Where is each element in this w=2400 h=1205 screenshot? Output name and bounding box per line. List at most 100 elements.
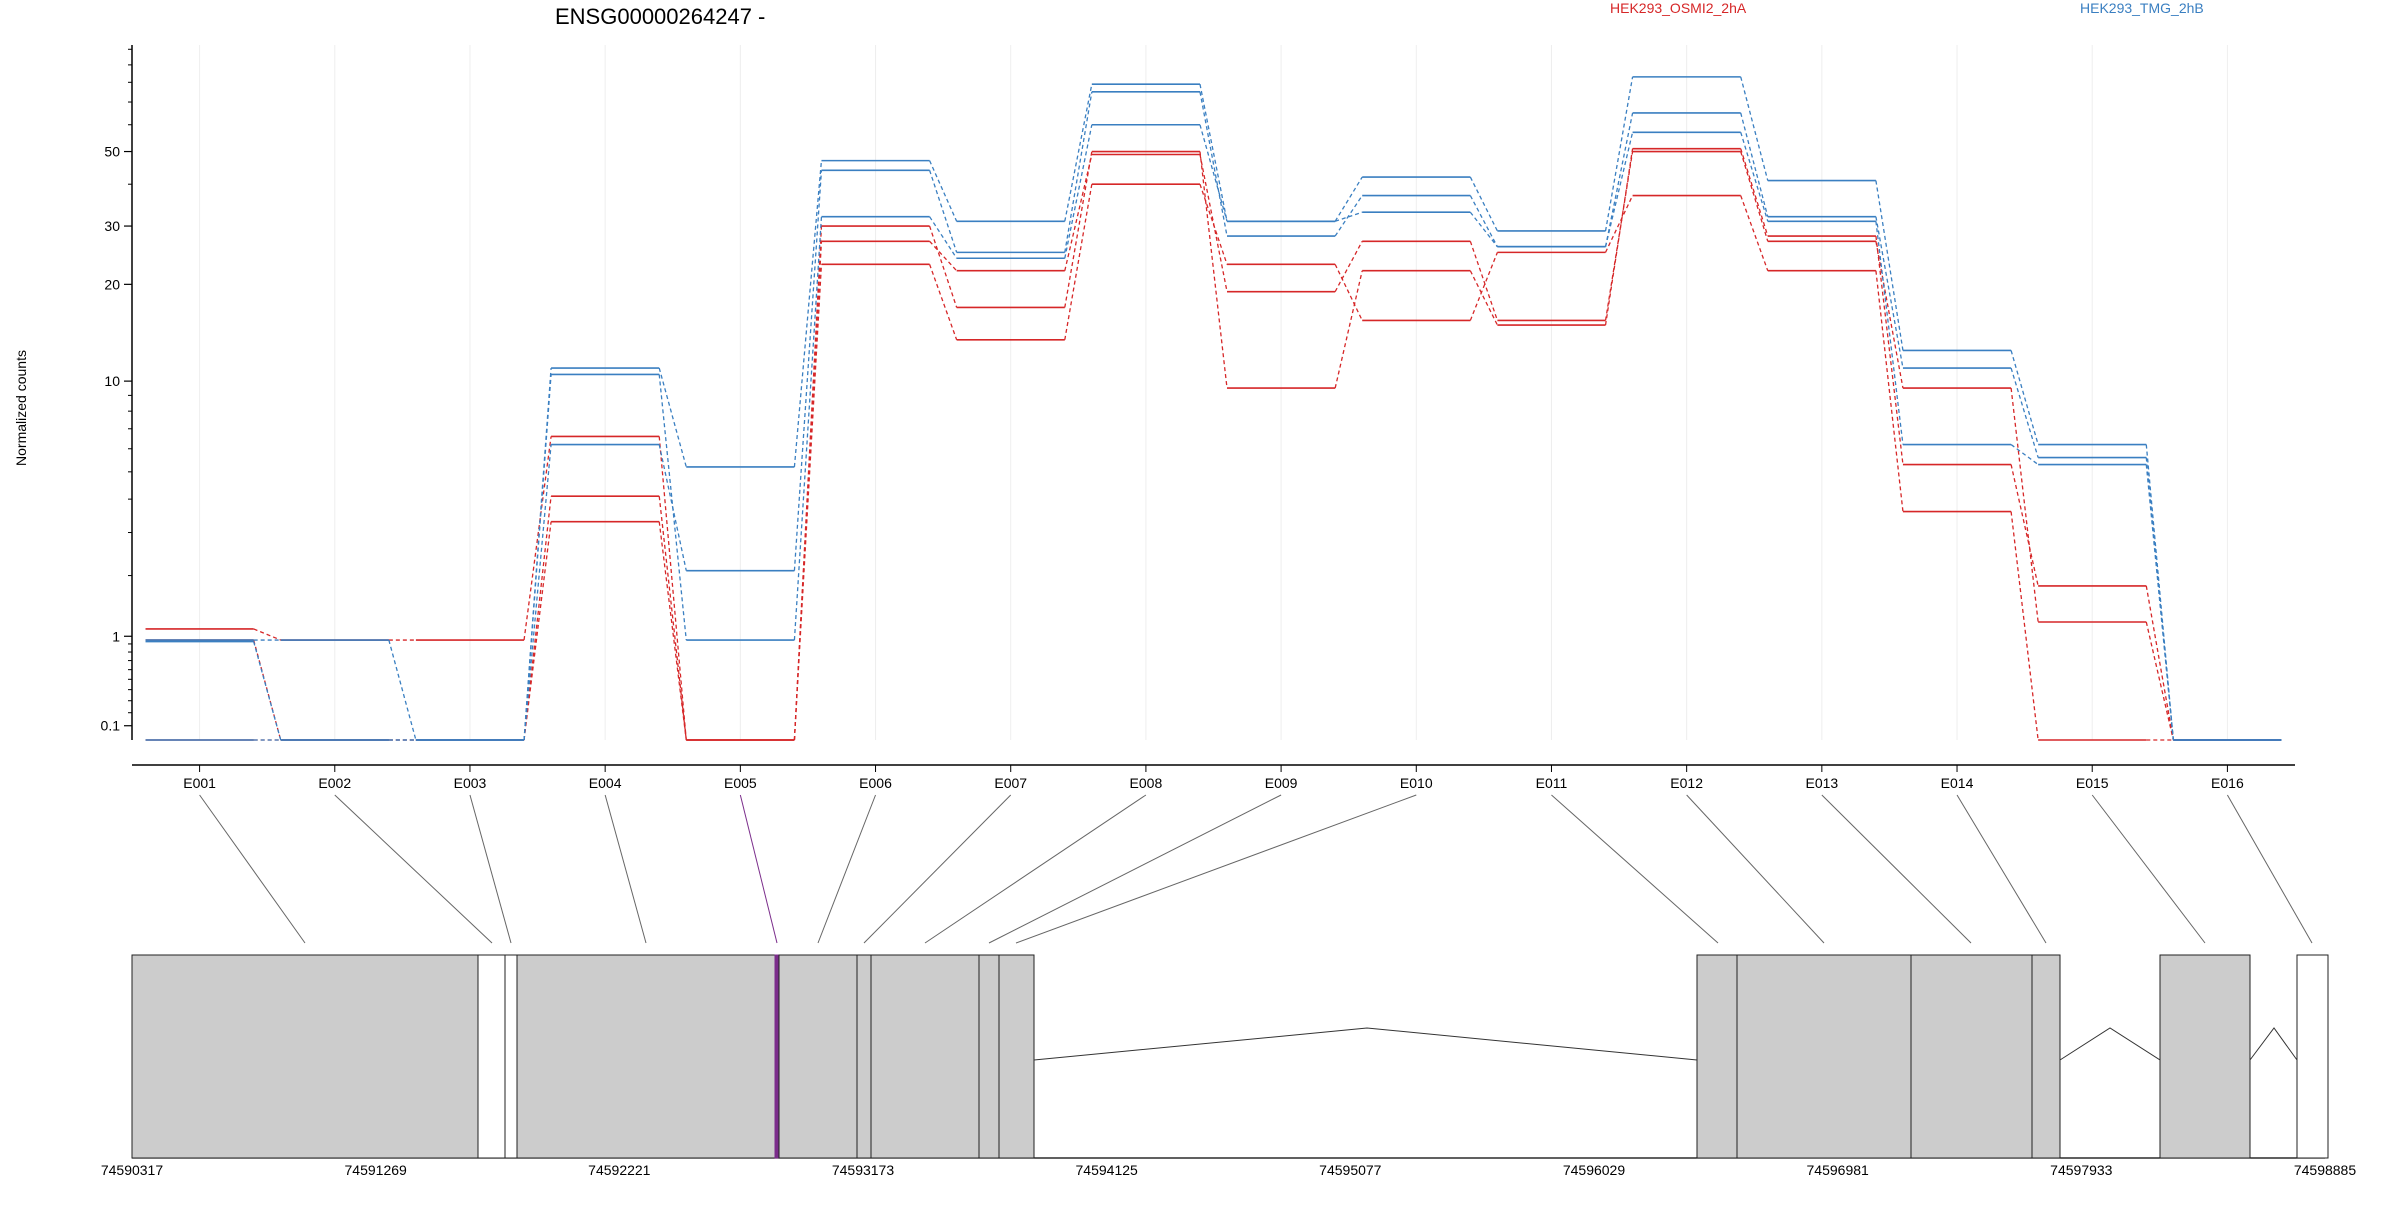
exon-block <box>1910 954 2033 1159</box>
series-connector <box>253 628 281 641</box>
genomic-tick-label: 74590317 <box>101 1162 164 1178</box>
series-connector <box>793 241 823 741</box>
genomic-tick-label: 74596981 <box>1807 1162 1870 1178</box>
x-tick-label-e013: E013 <box>1805 775 1838 791</box>
y-tick-label: 1 <box>112 628 120 644</box>
series-connector <box>1604 148 1634 326</box>
series-connector <box>1199 184 1228 265</box>
series-connector <box>1740 76 1769 181</box>
series-connector <box>1740 151 1769 242</box>
series-connector <box>523 374 552 741</box>
series-connector <box>658 521 687 741</box>
series-connector <box>1334 270 1363 389</box>
exon-connector <box>469 794 512 944</box>
exon-block <box>774 954 780 1159</box>
exon-block <box>1696 954 1738 1159</box>
exon-block <box>998 954 1035 1159</box>
series-connector <box>2010 464 2039 587</box>
series-connector <box>1875 221 1904 445</box>
x-tick-label-e004: E004 <box>589 775 622 791</box>
exon-block <box>856 954 872 1159</box>
series-connector <box>1064 124 1093 259</box>
series-connector <box>928 225 958 308</box>
series-connector <box>1199 151 1228 389</box>
exon-connectors <box>199 794 2313 944</box>
exon-connector <box>1956 794 2047 944</box>
series-connector <box>1740 148 1769 237</box>
series-connector <box>928 170 958 253</box>
y-axis-label: Normalized counts <box>13 350 29 466</box>
series-connector <box>1064 84 1093 222</box>
y-tick-label: 0.1 <box>101 718 121 734</box>
intron-line <box>2059 1027 2161 1061</box>
series-connector <box>1199 91 1228 237</box>
exon-block <box>978 954 1000 1159</box>
exon-block <box>1736 954 1912 1159</box>
series-connector <box>929 216 958 259</box>
series-connector <box>928 264 958 340</box>
series-connector <box>1875 241 1904 389</box>
exon-connector <box>2091 794 2206 944</box>
series-connector <box>1469 252 1498 321</box>
genomic-tick-label: 74591269 <box>345 1162 408 1178</box>
x-tick-label-e016: E016 <box>2211 775 2244 791</box>
exon-connector <box>199 794 306 944</box>
series-connector <box>1469 241 1499 321</box>
series-connector <box>1469 211 1498 248</box>
series-connector <box>523 444 552 741</box>
x-tick-label-e010: E010 <box>1400 775 1433 791</box>
y-tick-label: 20 <box>104 276 120 292</box>
series-connector <box>253 641 282 741</box>
exon-block <box>870 954 980 1159</box>
series-connector <box>1604 132 1634 247</box>
x-tick-label-e006: E006 <box>859 775 892 791</box>
series-connector <box>1199 84 1228 222</box>
exon-connector <box>924 794 1147 944</box>
x-tick-label-e012: E012 <box>1670 775 1703 791</box>
exon-block <box>131 954 479 1159</box>
exon-connector <box>1686 794 1825 944</box>
genomic-tick-label: 74597933 <box>2050 1162 2113 1178</box>
series-connector <box>658 496 687 741</box>
x-tick-label-e008: E008 <box>1130 775 1163 791</box>
intron-line <box>1033 1027 1698 1061</box>
genomic-tick-label: 74595077 <box>1319 1162 1382 1178</box>
exon-connector <box>1551 794 1719 944</box>
gene-model <box>131 954 2329 1159</box>
series-connector <box>1469 270 1498 326</box>
exon-connector <box>1015 794 1417 944</box>
series-connector <box>1064 151 1093 308</box>
legend-label-tmg: HEK293_TMG_2hB <box>2080 0 2204 16</box>
genomic-axis: 74590317 74591269 74592221 74593173 74594125… <box>101 1162 2357 1178</box>
series-connector <box>1875 180 1904 351</box>
series-connector <box>1604 112 1634 247</box>
x-tick-label-e007: E007 <box>994 775 1027 791</box>
exon-connector <box>2226 794 2313 944</box>
exon-block <box>2296 954 2329 1159</box>
x-tick-label-e005: E005 <box>724 775 757 791</box>
genomic-tick-label: 74596029 <box>1563 1162 1626 1178</box>
series-connector <box>658 367 687 468</box>
series-connector <box>1740 112 1769 217</box>
series-connector <box>1334 195 1363 237</box>
exon-connector <box>604 794 647 944</box>
series-connector <box>658 436 687 741</box>
exon-connector <box>863 794 1012 944</box>
series-connector <box>2010 388 2039 623</box>
x-tick-label-e002: E002 <box>318 775 351 791</box>
series-connector <box>523 496 552 741</box>
series-connector <box>2010 511 2039 741</box>
x-tick-label-e015: E015 <box>2076 775 2109 791</box>
series-connector <box>2145 621 2174 741</box>
exon-connector <box>817 794 876 944</box>
series-connector <box>793 264 823 741</box>
series-connector <box>2010 350 2039 445</box>
x-tick-label-e003: E003 <box>454 775 487 791</box>
series-connector <box>1334 264 1363 321</box>
chart-title: ENSG00000264247 - <box>555 4 765 29</box>
series-connector <box>793 170 823 571</box>
series-connector <box>1604 151 1634 321</box>
y-tick-label: 50 <box>104 144 120 160</box>
series-connector <box>1740 132 1769 222</box>
